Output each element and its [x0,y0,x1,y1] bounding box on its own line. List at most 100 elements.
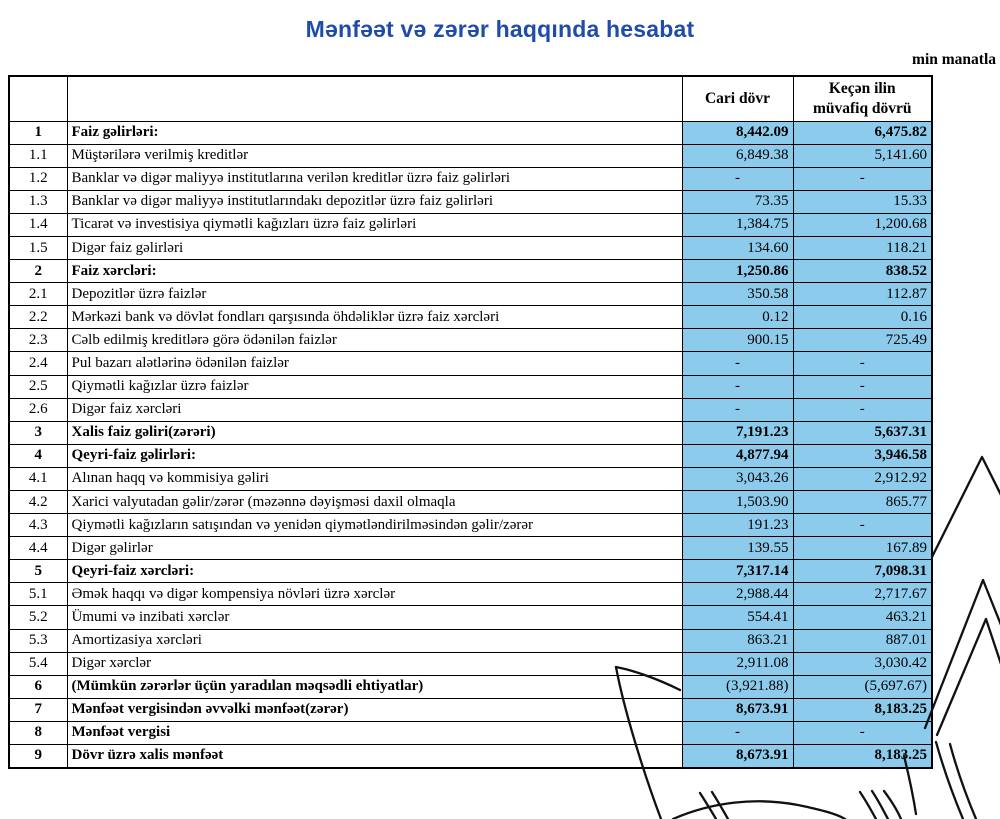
row-label: Qeyri-faiz xərcləri: [66,559,683,584]
row-label: Ticarət və investisiya qiymətli kağızlar… [66,212,683,237]
table-row: 4.4 Digər gəlirlər 139.55 167.89 [8,536,933,561]
value-previous: - [792,374,933,399]
row-number: 2.3 [8,328,68,353]
profit-loss-table: Cari dövr Keçən ilin müvafiq dövrü 1 Faiz… [8,75,933,769]
row-number: 9 [8,744,68,769]
row-number: 1.5 [8,235,68,261]
row-label: Cəlb edilmiş kreditlərə görə ödənilən fa… [66,328,683,353]
table-row: 1 Faiz gəlirləri: 8,442.09 6,475.82 [8,120,933,145]
row-label: Banklar və digər maliyyə institutlarında… [66,189,683,214]
table-row: 5.4 Digər xərclər 2,911.08 3,030.42 [8,651,933,676]
value-previous: 6,475.82 [792,120,933,145]
unit-note: min manatla [912,51,996,68]
row-label: Faiz gəlirləri: [66,120,683,145]
value-current: - [681,720,794,746]
row-number: 5.2 [8,605,68,630]
table-row: 4.1 Alınan haqq və kommisiya gəliri 3,043.… [8,466,933,492]
table-header-row: Cari dövr Keçən ilin müvafiq dövrü [8,75,933,122]
row-number: 5 [8,559,68,584]
value-current: 134.60 [681,235,794,261]
value-previous: - [792,351,933,376]
row-label: Ümumi və inzibati xərclər [66,605,683,630]
artifact-leg-1 [934,740,965,819]
value-current: 8,673.91 [681,697,794,722]
row-number: 1 [8,120,68,145]
row-label: Banklar və digər maliyyə institutlarına … [66,166,683,191]
value-previous: 463.21 [792,605,933,630]
page-title: Mənfəət və zərər haqqında hesabat [305,16,695,42]
header-current-period-label: Cari dövr [704,90,770,108]
row-label: Alınan haqq və kommisiya gəliri [66,466,683,492]
value-current: 900.15 [681,328,794,353]
table-row: 2.5 Qiymətli kağızlar üzrə faizlər - - [8,374,933,399]
table-row: 3 Xalis faiz gəliri(zərəri) 7,191.23 5,637.… [8,420,933,445]
value-current: 4,877.94 [681,443,794,468]
value-current: 0.12 [681,305,794,330]
table-row: 4 Qeyri-faiz gəlirləri: 4,877.94 3,946.58 [8,443,933,468]
table-row: 5 Qeyri-faiz xərcləri: 7,317.14 7,098.31 [8,559,933,584]
header-previous-period-line1: Keçən ilin [828,80,896,98]
row-label: Müştərilərə verilmiş kreditlər [66,143,683,168]
value-previous: 8,183.25 [792,697,933,722]
row-label: Əmək haqqı və digər kompensiya növləri ü… [66,582,683,607]
artifact-curve-3 [858,790,878,819]
value-current: 191.23 [681,513,794,538]
row-label: Digər xərclər [66,651,683,676]
value-previous: 1,200.68 [792,212,933,237]
row-number: 5.4 [8,651,68,676]
table-row: 5.2 Ümumi və inzibati xərclər 554.41 463.21 [8,605,933,630]
value-current: 7,191.23 [681,420,794,445]
header-empty-number [8,75,68,122]
table-row: 2.6 Digər faiz xərcləri - - [8,397,933,422]
header-current-period: Cari dövr [681,75,794,122]
row-number: 2 [8,259,68,284]
row-number: 4.1 [8,466,68,492]
value-previous: 167.89 [792,536,933,561]
value-current: 554.41 [681,605,794,630]
value-current: 3,043.26 [681,466,794,492]
value-previous: 838.52 [792,259,933,284]
table-row: 1.1 Müştərilərə verilmiş kreditlər 6,849.3… [8,143,933,168]
value-current: 8,442.09 [681,120,794,145]
value-previous: 112.87 [792,282,933,307]
row-label: Mərkəzi bank və dövlət fondları qarşısın… [66,305,683,330]
artifact-leg-2 [948,742,978,819]
value-current: 6,849.38 [681,143,794,168]
row-label: Depozitlər üzrə faizlər [66,282,683,307]
header-empty-label [66,75,683,122]
table-row: 7 Mənfəət vergisindən əvvəlki mənfəət(zər… [8,697,933,722]
value-current: (3,921.88) [681,674,794,699]
table-row: 4.3 Qiymətli kağızların satışından və yen… [8,513,933,538]
header-previous-period: Keçən ilin müvafiq dövrü [792,75,933,122]
row-label: Qeyri-faiz gəlirləri: [66,443,683,468]
value-previous: 8,183.25 [792,744,933,769]
value-previous: - [792,720,933,746]
row-label: Xalis faiz gəliri(zərəri) [66,420,683,445]
row-label: Digər gəlirlər [66,536,683,561]
row-number: 1.1 [8,143,68,168]
value-previous: 5,141.60 [792,143,933,168]
artifact-curve-2 [710,790,730,819]
table-row: 1.4 Ticarət və investisiya qiymətli kağız… [8,212,933,237]
value-previous: (5,697.67) [792,674,933,699]
value-current: 1,250.86 [681,259,794,284]
table-row: 8 Mənfəət vergisi - - [8,720,933,746]
value-current: 8,673.91 [681,744,794,769]
artifact-curve-4 [870,789,890,819]
table-row: 4.2 Xarici valyutadan gəlir/zərər (məzənn… [8,489,933,515]
row-number: 4.3 [8,513,68,538]
row-label: Dövr üzrə xalis mənfəət [66,744,683,769]
table-row: 5.3 Amortizasiya xərcləri 863.21 887.01 [8,628,933,653]
value-current: 350.58 [681,282,794,307]
row-number: 6 [8,674,68,699]
value-current: 2,911.08 [681,651,794,676]
table-row: 9 Dövr üzrə xalis mənfəət 8,673.91 8,183.25 [8,744,933,769]
row-number: 2.6 [8,397,68,422]
row-number: 1.4 [8,212,68,237]
artifact-peak-inner [935,617,1000,737]
row-label: Qiymətli kağızlar üzrə faizlər [66,374,683,399]
value-current: - [681,397,794,422]
artifact-curve-5 [882,789,903,819]
row-label: Pul bazarı alətlərinə ödənilən faizlər [66,351,683,376]
table-row: 1.2 Banklar və digər maliyyə institutları… [8,166,933,191]
